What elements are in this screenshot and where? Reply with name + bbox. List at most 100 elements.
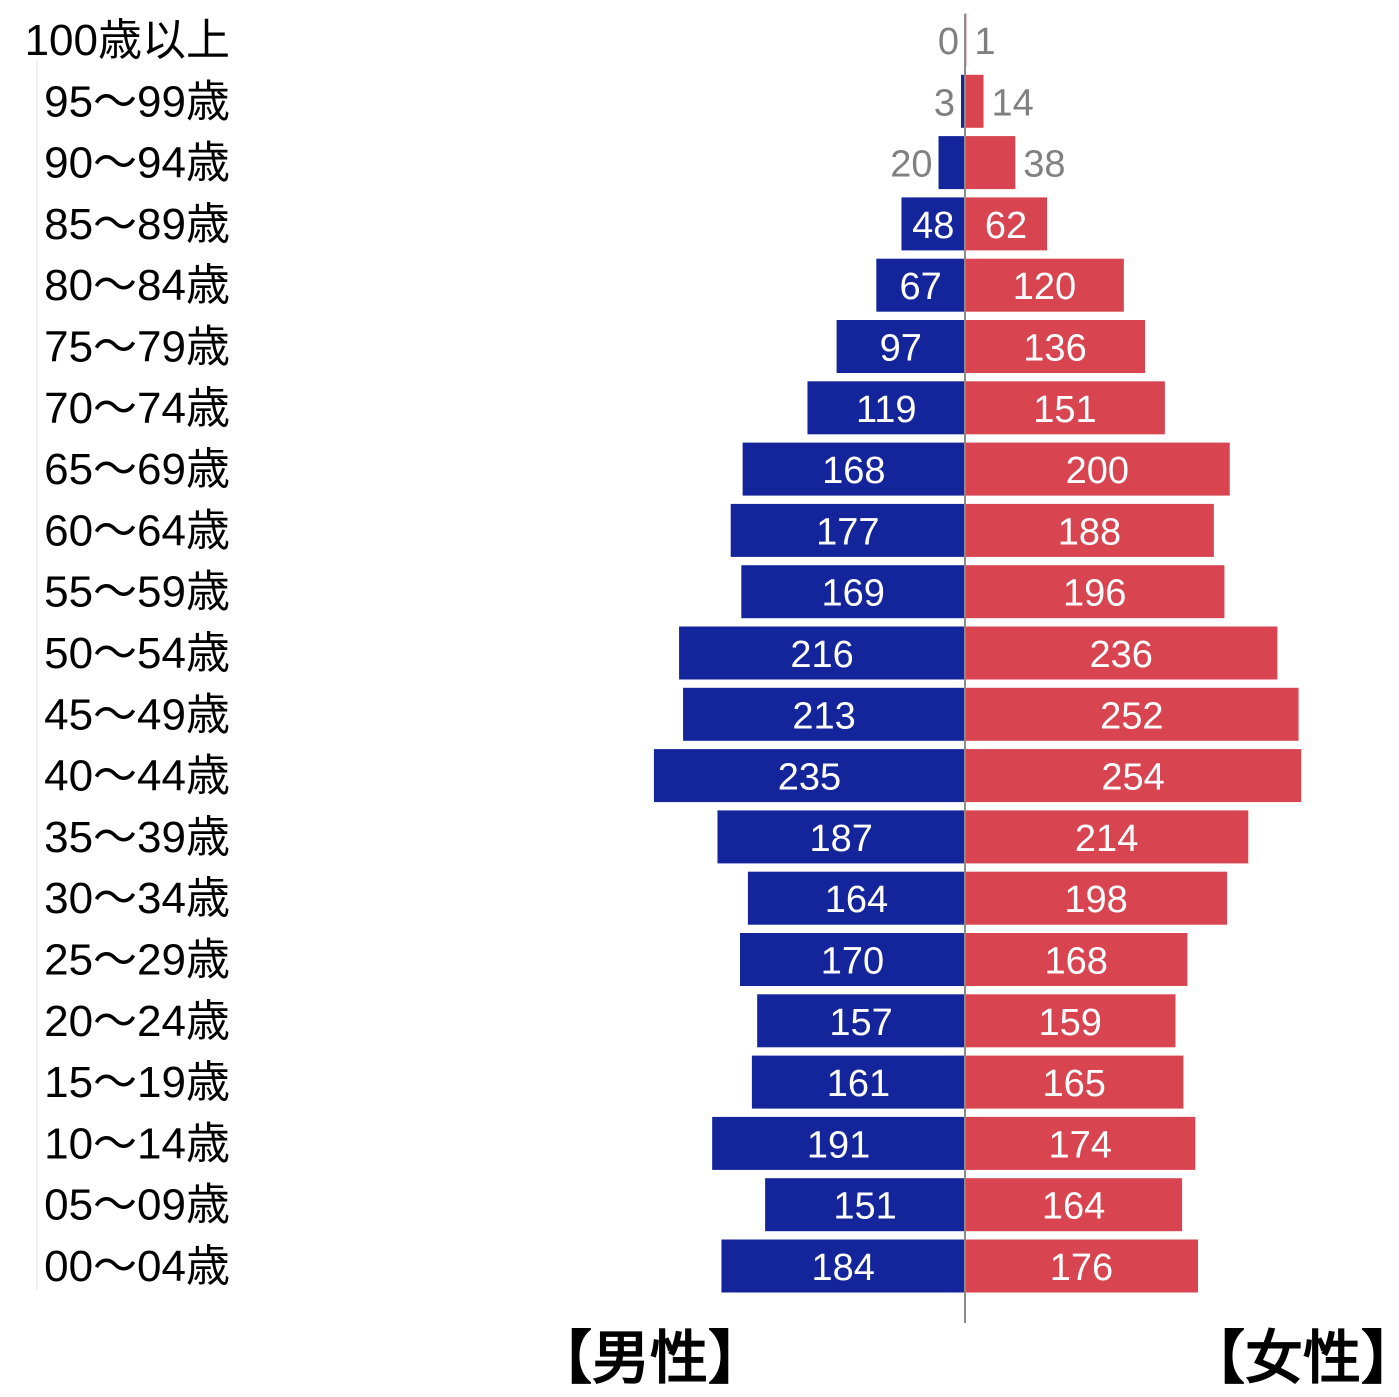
male-legend-label: 【男性】: [534, 1324, 766, 1392]
male-value-label: 184: [812, 1247, 875, 1289]
female-bar: [965, 626, 1278, 680]
female-value-label: 1: [974, 21, 995, 63]
female-value-label: 214: [1075, 818, 1138, 860]
male-bar: [757, 994, 965, 1048]
female-bar: [965, 933, 1188, 986]
female-bar: [965, 197, 1048, 251]
male-value-label: 157: [829, 1002, 892, 1044]
age-label: 90～94歳: [44, 139, 230, 188]
male-bar: [712, 1116, 965, 1170]
age-label: 65～69歳: [44, 445, 230, 494]
male-bar: [721, 1239, 965, 1293]
age-label: 05～09歳: [44, 1181, 230, 1230]
age-label: 50～54歳: [44, 629, 230, 678]
female-value-label: 188: [1058, 511, 1121, 553]
female-value-label: 38: [1023, 144, 1065, 186]
age-label: 20～24歳: [44, 997, 230, 1046]
male-bar: [836, 320, 965, 373]
age-label: 80～84歳: [44, 261, 230, 310]
male-bar: [717, 810, 965, 864]
male-value-label: 235: [778, 757, 841, 799]
male-bar: [961, 74, 965, 128]
age-label: 100歳以上: [25, 16, 230, 65]
female-value-label: 196: [1063, 573, 1126, 615]
age-labels: 100歳以上 95～99歳 90～94歳 85～89歳 80～84歳 75～79歳 70～7…: [25, 16, 230, 1291]
male-value-label: 168: [822, 450, 885, 492]
age-label: 60～64歳: [44, 506, 230, 555]
male-value-label: 170: [821, 941, 884, 983]
female-value-label: 254: [1101, 757, 1164, 799]
age-label: 70～74歳: [44, 384, 230, 433]
female-bar: [965, 994, 1176, 1048]
male-value-label: 187: [810, 818, 873, 860]
female-bar: [965, 565, 1225, 619]
female-value-label: 62: [985, 205, 1027, 247]
male-bar: [807, 381, 965, 435]
female-bar: [965, 381, 1165, 435]
female-value-label: 159: [1039, 1002, 1102, 1044]
male-bar: [765, 1178, 965, 1232]
male-bar: [653, 749, 965, 803]
male-value-label: 161: [827, 1063, 890, 1105]
female-bar: [965, 320, 1146, 373]
age-label: 75～79歳: [44, 323, 230, 372]
male-bar: [747, 871, 965, 925]
age-label: 25～29歳: [44, 936, 230, 985]
female-value-label: 14: [992, 82, 1034, 124]
female-value-label: 198: [1064, 879, 1127, 921]
male-value-label: 3: [934, 82, 955, 124]
female-value-label: 174: [1048, 1124, 1111, 1166]
value-labels: 0 13 14 20 38 48 62 67 120 97 136 119 151 168 200 177 18…: [778, 21, 1165, 1289]
female-bar: [965, 442, 1230, 496]
female-value-label: 200: [1066, 450, 1129, 492]
age-label: 15～19歳: [44, 1058, 230, 1107]
male-value-label: 213: [792, 695, 855, 737]
male-bar: [741, 565, 965, 619]
female-bar: [965, 258, 1124, 312]
female-bar: [965, 1239, 1198, 1293]
male-value-label: 97: [880, 328, 922, 370]
female-bar: [965, 749, 1302, 803]
female-legend-label: 【女性】: [1187, 1324, 1399, 1392]
age-label: 30～34歳: [44, 874, 230, 923]
female-bar: [965, 1055, 1184, 1109]
male-bar: [938, 136, 965, 190]
male-bar: [876, 258, 965, 312]
female-value-label: 164: [1042, 1186, 1105, 1228]
male-bar: [683, 687, 965, 741]
male-bar: [751, 1055, 965, 1109]
male-value-label: 67: [900, 266, 942, 308]
female-bar: [965, 503, 1214, 557]
male-value-label: 48: [912, 205, 954, 247]
male-bar: [742, 442, 965, 496]
male-bar: [679, 626, 965, 680]
age-label: 35～39歳: [44, 813, 230, 862]
male-value-label: 216: [790, 634, 853, 676]
male-value-label: 164: [825, 879, 888, 921]
male-value-label: 151: [833, 1186, 896, 1228]
male-value-label: 0: [938, 21, 959, 63]
female-value-label: 236: [1089, 634, 1152, 676]
female-value-label: 120: [1013, 266, 1076, 308]
male-value-label: 169: [821, 573, 884, 615]
age-label: 45～49歳: [44, 690, 230, 739]
male-value-label: 119: [856, 389, 917, 431]
female-value-label: 151: [1033, 389, 1096, 431]
female-bar: [965, 1116, 1196, 1170]
female-value-label: 136: [1023, 328, 1086, 370]
age-label: 40～44歳: [44, 752, 230, 801]
female-bar: [965, 74, 984, 128]
male-bar: [730, 503, 965, 557]
age-label: 00～04歳: [44, 1242, 230, 1291]
female-bar: [965, 871, 1228, 925]
male-value-label: 177: [816, 511, 879, 553]
female-value-label: 168: [1044, 941, 1107, 983]
female-bar: [965, 687, 1299, 741]
male-bar: [739, 933, 965, 986]
bars: [653, 13, 1302, 1293]
male-value-label: 191: [807, 1124, 870, 1166]
female-value-label: 252: [1100, 695, 1163, 737]
age-label: 95～99歳: [44, 77, 230, 126]
age-label: 55～59歳: [44, 568, 230, 617]
